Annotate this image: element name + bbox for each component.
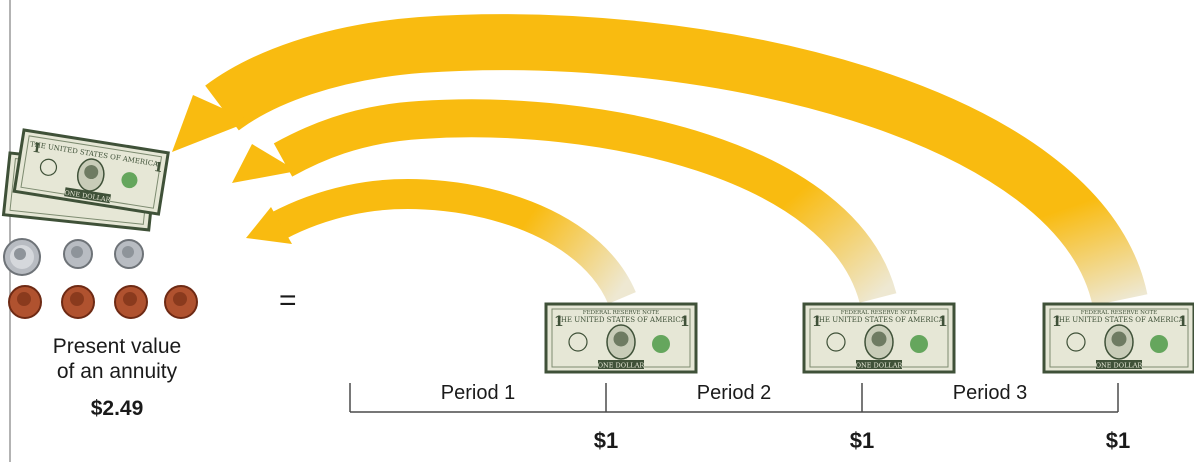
discount-arrow-icon [232, 144, 297, 183]
bill-denomination-text: ONE DOLLAR [598, 362, 646, 370]
bill-country-text: THE UNITED STATES OF AMERICA [1054, 316, 1185, 324]
period-3-label: Period 3 [952, 382, 1028, 404]
dime-coin-icon [114, 239, 144, 269]
bill-top-text: FEDERAL RESERVE NOTE [583, 310, 659, 316]
pv-bills: THE UNITED STATES OF AMERICA 1 1 ONE DOL… [1, 128, 170, 232]
discount-arrow-icon [246, 207, 292, 244]
penny-coin-icon [114, 285, 148, 319]
timeline [349, 383, 1119, 413]
arrow-period-3 [172, 14, 1148, 307]
present-value-label-line2: of an annuity [56, 360, 178, 383]
dollar-bill-icon: THE UNITED STATES OF AMERICA 1 1 ONE DOL… [12, 128, 170, 216]
quarter-coin-icon [3, 238, 41, 276]
bill-denomination-text: ONE DOLLAR [856, 362, 904, 370]
arrow-period-3-body [205, 14, 1148, 307]
bill-top-text: FEDERAL RESERVE NOTE [841, 310, 917, 316]
present-value-label-line1: Present value [52, 335, 182, 358]
bill-corner-numeral: 1 [554, 314, 564, 330]
bill-corner-numeral: 1 [938, 314, 948, 330]
arrow-period-1 [246, 179, 636, 305]
penny-coin-icon [61, 285, 95, 319]
present-value-amount: $2.49 [90, 397, 144, 420]
payment-3-amount: $1 [1105, 428, 1131, 453]
present-value-label: Present value of an annuity [12, 334, 222, 384]
svg-text:1: 1 [153, 160, 164, 176]
svg-text:1: 1 [31, 141, 42, 157]
bill-denomination-text: ONE DOLLAR [1096, 362, 1144, 370]
discount-arrow-icon [172, 95, 251, 152]
equals-sign: = [279, 284, 297, 317]
arrow-period-2 [232, 99, 897, 304]
bill-corner-numeral: 1 [680, 314, 690, 330]
arrow-period-1-body [270, 179, 636, 305]
penny-coin-icon [164, 285, 198, 319]
payment-1-amount: $1 [593, 428, 619, 453]
period-1-label: Period 1 [440, 382, 516, 404]
bill-corner-numeral: 1 [812, 314, 822, 330]
bill-top-text: FEDERAL RESERVE NOTE [1081, 310, 1157, 316]
bill-corner-numeral: 1 [1178, 314, 1188, 330]
penny-coin-icon [8, 285, 42, 319]
bill-corner-numeral: 1 [1052, 314, 1062, 330]
period-2-label: Period 2 [696, 382, 772, 404]
dime-coin-icon [63, 239, 93, 269]
pv-coins [3, 238, 198, 319]
bill-country-text: THE UNITED STATES OF AMERICA [814, 316, 945, 324]
bill-country-text: THE UNITED STATES OF AMERICA [556, 316, 687, 324]
payment-2-amount: $1 [849, 428, 875, 453]
arrow-period-2-body [273, 99, 897, 304]
